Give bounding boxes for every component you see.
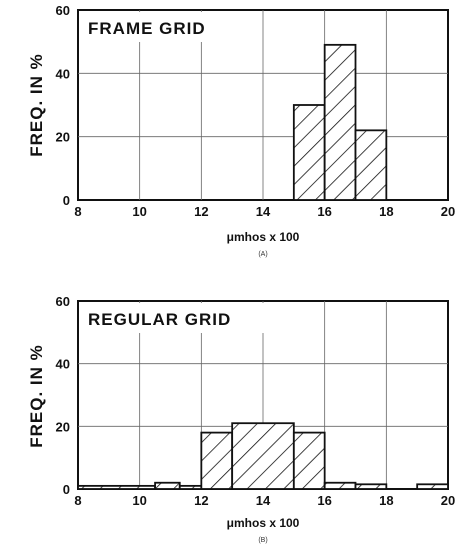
y-tick-label: 20 xyxy=(56,130,70,145)
title-box-b xyxy=(80,303,266,333)
y-axis-label-b: FREQ. IN % xyxy=(27,344,46,448)
histogram-bar xyxy=(416,483,449,490)
panel-b: 8 10 12 14 16 18 20 0 20 40 60 REGULAR GRID FREQ.… xyxy=(27,294,455,544)
histogram-bar xyxy=(178,484,203,490)
bars-b xyxy=(77,422,449,490)
chart-title-b: REGULAR GRID xyxy=(88,310,231,329)
x-tick-label: 18 xyxy=(379,493,393,508)
x-tick-label: 18 xyxy=(379,204,393,219)
x-axis-label-a: μmhos x 100 xyxy=(227,230,300,244)
y-tick-label: 0 xyxy=(63,482,70,497)
x-tick-label: 10 xyxy=(132,204,146,219)
x-tick-label: 14 xyxy=(256,204,271,219)
x-tick-label: 8 xyxy=(74,493,81,508)
histogram-bar xyxy=(354,129,388,201)
histogram-bar xyxy=(323,43,357,201)
bars-a xyxy=(292,43,388,201)
histogram-bar xyxy=(292,431,326,490)
x-tick-label: 20 xyxy=(441,204,455,219)
x-tick-label: 16 xyxy=(317,204,331,219)
x-axis-label-b: μmhos x 100 xyxy=(227,516,300,530)
y-tick-label: 60 xyxy=(56,294,70,309)
panel-label-b: (B) xyxy=(258,537,267,544)
histogram-bar xyxy=(154,481,181,490)
histogram-bar xyxy=(231,422,295,490)
x-tick-label: 8 xyxy=(74,204,81,219)
histogram-bar xyxy=(200,431,234,490)
histogram-bar xyxy=(77,484,156,490)
x-tick-label: 20 xyxy=(441,493,455,508)
y-tick-label: 40 xyxy=(56,357,70,372)
x-tick-label: 16 xyxy=(317,493,331,508)
x-tick-label: 12 xyxy=(194,493,208,508)
y-axis-label-a: FREQ. IN % xyxy=(27,53,46,157)
x-tick-label: 14 xyxy=(256,493,271,508)
y-tick-label: 0 xyxy=(63,193,70,208)
title-box-a xyxy=(80,12,238,42)
histogram-bar xyxy=(292,104,326,201)
chart-title-a: FRAME GRID xyxy=(88,19,206,38)
x-tick-label: 12 xyxy=(194,204,208,219)
histogram-bar xyxy=(323,481,357,490)
x-tick-label: 10 xyxy=(132,493,146,508)
histogram-bar xyxy=(354,483,388,490)
y-tick-label: 20 xyxy=(56,419,70,434)
y-tick-label: 60 xyxy=(56,3,70,18)
panel-a: 8 10 12 14 16 18 20 0 20 40 60 FRAME GRID FREQ. I… xyxy=(27,3,455,258)
y-tick-label: 40 xyxy=(56,66,70,81)
panel-label-a: (A) xyxy=(258,251,267,258)
